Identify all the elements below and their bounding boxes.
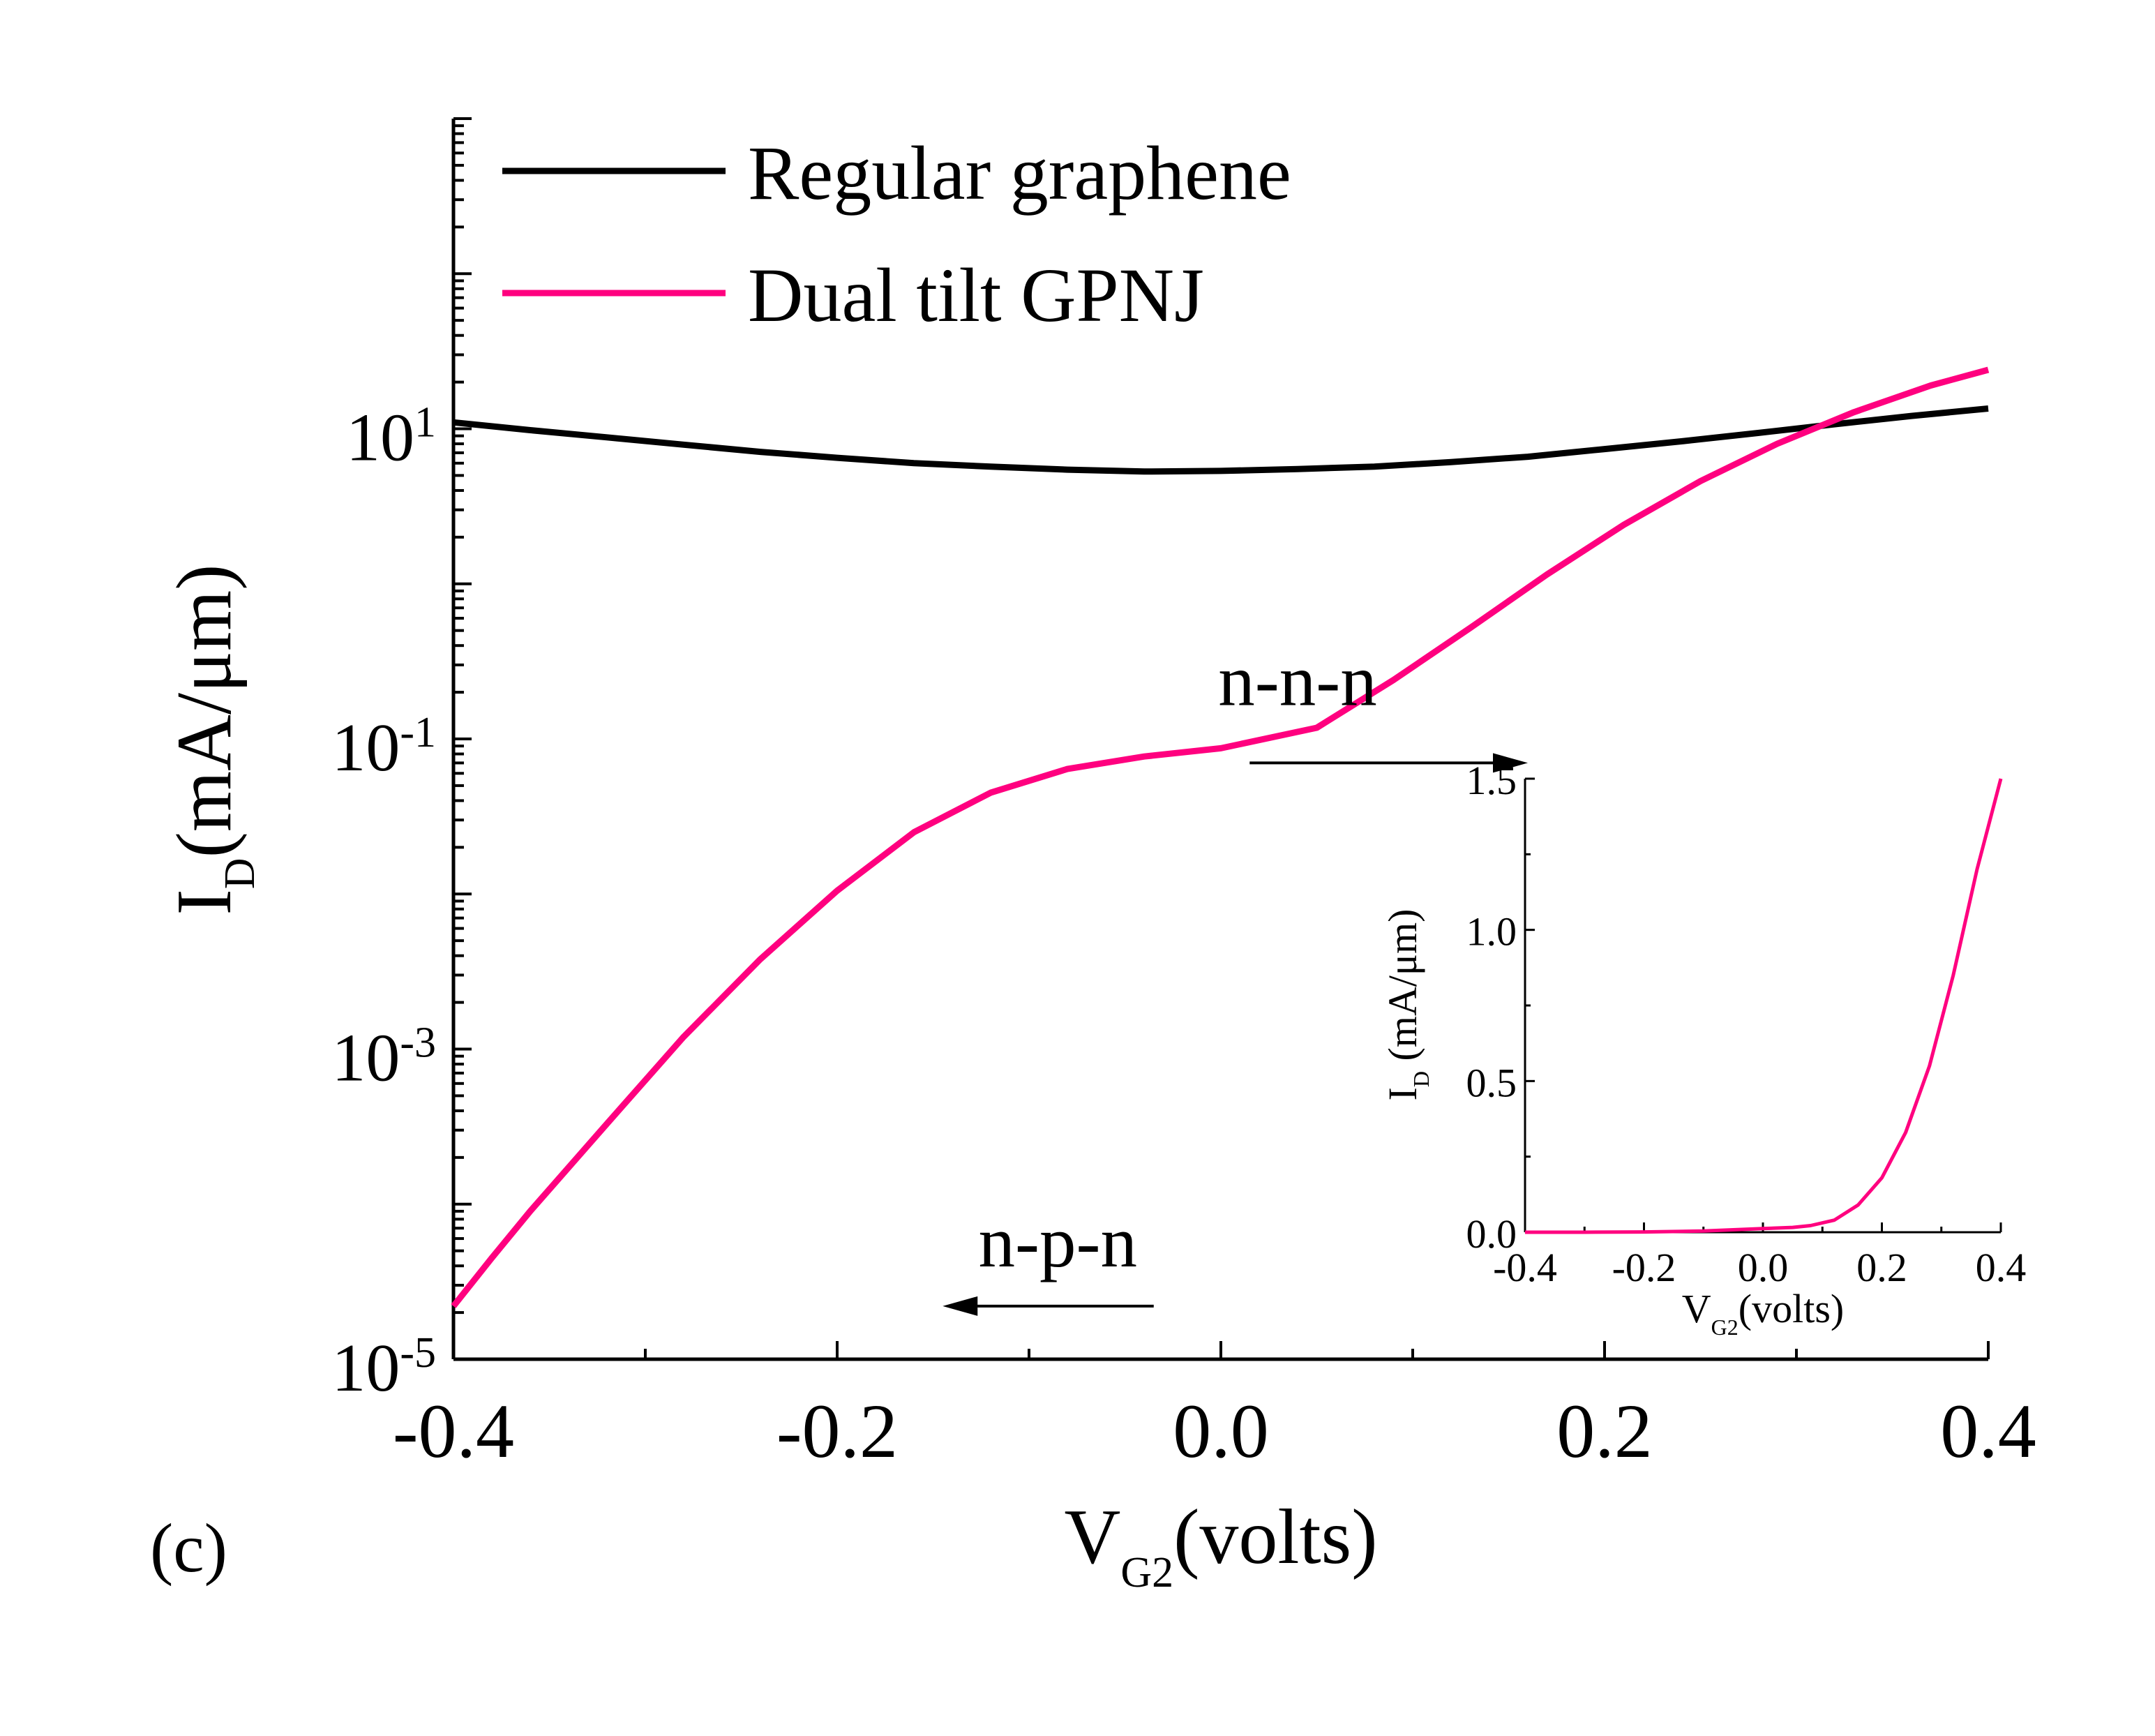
legend-label: Dual tilt GPNJ <box>748 253 1204 338</box>
legend-label: Regular graphene <box>748 130 1291 216</box>
inset-background <box>1524 777 2002 1234</box>
annotation-arrow-head <box>943 1296 978 1316</box>
y-tick-label: 10-3 <box>331 1019 436 1096</box>
y-axis-title: ID(mA/μm) <box>161 564 264 915</box>
inset-series-line-dual-tilt-gpnj <box>1525 778 2003 1234</box>
inset-x-tick-label: 0.4 <box>1976 1245 2027 1290</box>
annotation-arrow-head <box>1493 753 1528 773</box>
y-tick-label: 10-1 <box>331 709 436 786</box>
y-tick-label: 10-5 <box>331 1329 436 1406</box>
annotation-label: n-p-n <box>979 1201 1137 1282</box>
x-tick-label: 0.2 <box>1556 1389 1653 1474</box>
inset-y-tick-label: 0.5 <box>1466 1060 1517 1105</box>
x-tick-label: 0.4 <box>1940 1389 2036 1474</box>
x-tick-label: -0.4 <box>393 1389 514 1474</box>
series-line-dual-tilt-gpnj <box>451 366 1990 1308</box>
inset-y-axis-title: ID (mA/μm) <box>1380 909 1434 1101</box>
main-plot: 10-5 10-3 10-1 101 -0.4 -0.2 0.0 0.2 0.4 VG2(volt… <box>161 117 2036 1596</box>
inset-y-tick-label: 1.0 <box>1466 909 1517 955</box>
inset-x-tick-label: 0.2 <box>1856 1245 1907 1290</box>
inset-plot: 0.0 0.5 1.0 1.5 -0.4 -0.2 0.0 0.2 0.4 VG2(volts) I… <box>1380 758 2026 1340</box>
inset-y-tick-label: 1.5 <box>1466 758 1517 803</box>
annotation-label: n-n-n <box>1218 640 1376 721</box>
series-line-regular-graphene <box>453 405 1989 475</box>
inset-x-axis-title: VG2(volts) <box>1682 1286 1844 1340</box>
x-tick-label: -0.2 <box>776 1389 898 1474</box>
inset-x-tick-label: 0.0 <box>1738 1245 1789 1290</box>
inset-x-tick-label: -0.2 <box>1612 1245 1676 1290</box>
panel-label: (c) <box>150 1509 227 1587</box>
inset-x-tick-label: -0.4 <box>1493 1245 1557 1290</box>
x-tick-label: 0.0 <box>1173 1389 1269 1474</box>
y-tick-label: 101 <box>346 399 436 476</box>
inset-y-tick-label: 0.0 <box>1466 1211 1517 1257</box>
x-axis-title: VG2(volts) <box>1064 1494 1377 1596</box>
